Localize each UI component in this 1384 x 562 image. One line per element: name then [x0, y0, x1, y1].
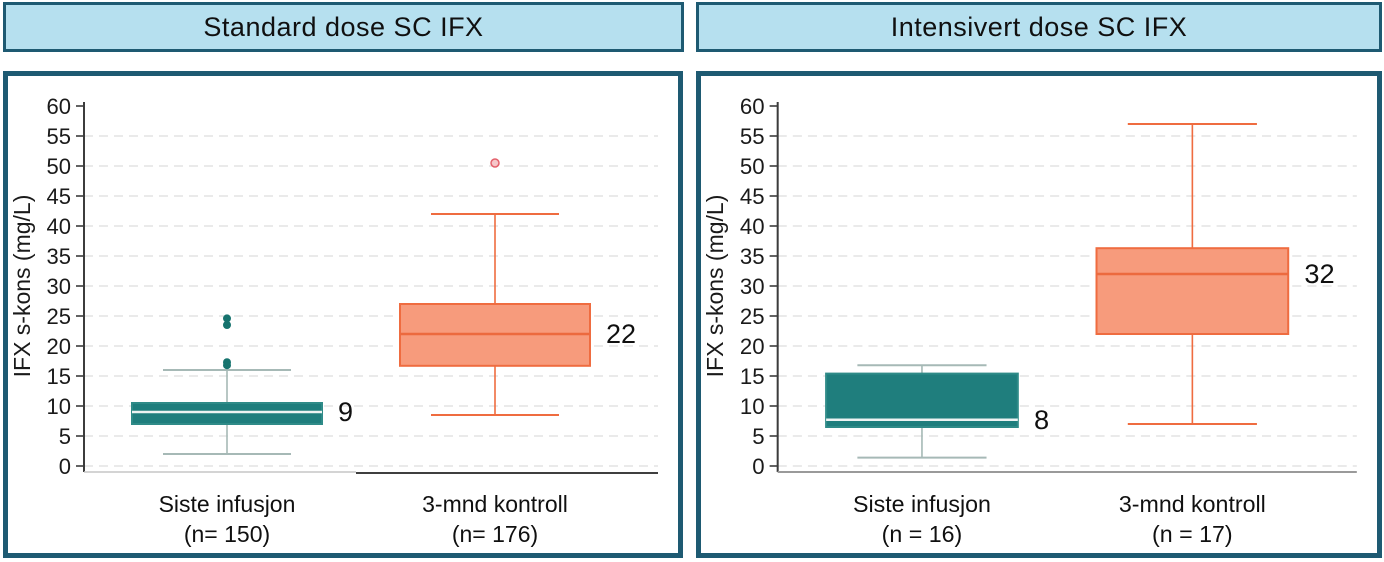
y-tick-label: 45	[740, 184, 765, 209]
category-label: 3-mnd kontroll	[1119, 491, 1266, 517]
boxplot-intensivert: 0 5 10 15 20 25 30 35 40 45 50 55 60 IFX s-kons (mg/L…	[702, 94, 1357, 547]
y-tick-label: 55	[47, 124, 71, 149]
y-tick-label: 15	[740, 364, 765, 389]
panel-title-standard-text: Standard dose SC IFX	[203, 11, 484, 42]
median-value-label: 22	[606, 319, 636, 349]
panel-title-standard: Standard dose SC IFX	[3, 2, 684, 52]
y-tick-label: 5	[59, 424, 71, 449]
median-value-label: 8	[1034, 404, 1049, 435]
outlier-point	[490, 158, 500, 168]
y-tick-label: 40	[47, 214, 71, 239]
y-tick-label: 25	[740, 304, 765, 329]
y-tick-label: 30	[47, 274, 71, 299]
box-teal	[825, 372, 1019, 429]
y-tick-label: 35	[740, 244, 765, 269]
y-tick-label: 60	[740, 94, 765, 119]
outlier-point	[223, 358, 231, 367]
panel-title-intensivert-text: Intensivert dose SC IFX	[890, 11, 1188, 42]
y-tick-label: 0	[59, 454, 71, 479]
chart-frame-intensivert: 0 5 10 15 20 25 30 35 40 45 50 55 60 IFX s-kons (mg/L…	[696, 71, 1382, 558]
category-n-label: (n= 150)	[184, 521, 270, 547]
y-axis-title: IFX s-kons (mg/L)	[9, 195, 35, 378]
median-value-label: 9	[338, 397, 353, 427]
boxplot-standard: 0 5 10 15 20 25 30 35 40 45 50 55 60 IFX s-kons (mg/L…	[9, 94, 658, 547]
y-tick-label: 15	[47, 364, 71, 389]
chart-frame-standard: 0 5 10 15 20 25 30 35 40 45 50 55 60 IFX s-kons (mg/L…	[3, 71, 683, 558]
category-n-label: (n= 176)	[452, 521, 538, 547]
category-n-label: (n = 17)	[1152, 521, 1233, 547]
y-tick-label: 40	[740, 214, 765, 239]
y-tick-label: 50	[47, 154, 71, 179]
outlier-point	[223, 314, 231, 323]
y-tick-label: 50	[740, 154, 765, 179]
y-tick-label: 10	[740, 394, 765, 419]
category-label: 3-mnd kontroll	[422, 491, 568, 517]
category-n-label: (n = 16)	[882, 521, 963, 547]
y-tick-label: 0	[752, 454, 764, 479]
category-label: Siste infusjon	[159, 491, 296, 517]
y-tick-label: 55	[740, 124, 765, 149]
y-axis-title: IFX s-kons (mg/L)	[702, 195, 728, 378]
y-tick-label: 45	[47, 184, 71, 209]
category-label: Siste infusjon	[853, 491, 991, 517]
median-value-label: 32	[1304, 258, 1334, 289]
y-tick-label: 60	[47, 94, 71, 119]
box-teal	[131, 402, 323, 425]
y-tick-label: 20	[740, 334, 765, 359]
y-tick-label: 25	[47, 304, 71, 329]
y-tick-label: 30	[740, 274, 765, 299]
y-tick-label: 10	[47, 394, 71, 419]
outlier-point	[223, 321, 231, 329]
box-orange	[1095, 247, 1290, 335]
y-tick-label: 5	[752, 424, 764, 449]
y-tick-label: 35	[47, 244, 71, 269]
panel-title-intensivert: Intensivert dose SC IFX	[696, 2, 1382, 52]
y-tick-label: 20	[47, 334, 71, 359]
